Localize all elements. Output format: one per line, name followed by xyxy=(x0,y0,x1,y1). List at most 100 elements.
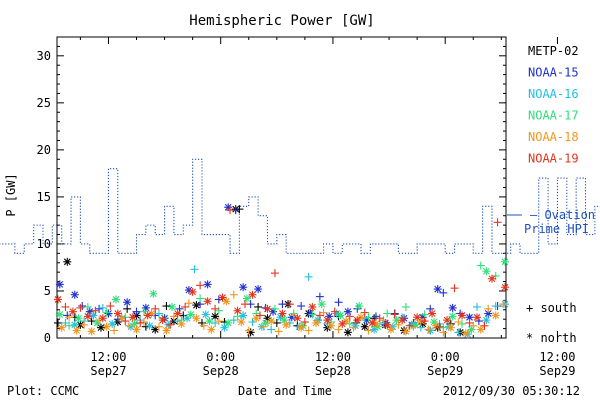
marker-d2 xyxy=(174,310,182,317)
marker-d2 xyxy=(280,316,288,324)
y-tick-label: 0 xyxy=(44,331,51,345)
point-noaa-16 xyxy=(201,310,210,319)
point-noaa-18 xyxy=(132,325,141,334)
point-noaa-16 xyxy=(89,311,98,320)
point-noaa-18 xyxy=(139,318,148,327)
point-metp-02 xyxy=(272,318,281,327)
point-noaa-16 xyxy=(491,302,500,311)
marker-d2 xyxy=(501,283,509,291)
point-noaa-18 xyxy=(491,311,500,320)
point-noaa-18 xyxy=(499,300,508,309)
marker-d2 xyxy=(221,324,228,332)
point-noaa-19 xyxy=(487,274,496,283)
point-noaa-17 xyxy=(336,311,345,320)
y-tick-label: 20 xyxy=(37,143,51,157)
marker-d2 xyxy=(466,313,473,321)
point-noaa-19 xyxy=(428,309,437,318)
marker-d2 xyxy=(353,316,361,324)
point-noaa-15 xyxy=(239,283,248,292)
marker-d2 xyxy=(462,329,470,337)
ovation-label-line1: — Ovation xyxy=(530,208,595,222)
point-metp-02 xyxy=(360,322,369,331)
marker-d2 xyxy=(168,303,176,311)
point-noaa-17 xyxy=(139,307,148,316)
point-noaa-17 xyxy=(196,294,205,303)
marker-d2 xyxy=(149,290,157,298)
y-tick-label: 15 xyxy=(37,190,51,204)
point-noaa-17 xyxy=(74,314,83,323)
point-noaa-18 xyxy=(304,326,313,335)
point-noaa-19 xyxy=(465,318,474,327)
point-noaa-19 xyxy=(323,316,332,325)
marker-d2 xyxy=(338,320,346,328)
marker-d2 xyxy=(192,314,200,322)
point-noaa-16 xyxy=(426,326,435,335)
marker-d2 xyxy=(202,311,210,318)
marker-d2 xyxy=(282,321,290,329)
marker-d2 xyxy=(178,320,185,328)
point-noaa-19 xyxy=(218,293,227,302)
point-noaa-17 xyxy=(401,302,410,311)
point-noaa-19 xyxy=(458,311,467,320)
marker-d2 xyxy=(434,285,442,293)
point-noaa-19 xyxy=(368,318,377,327)
point-noaa-17 xyxy=(102,308,111,317)
marker-legend-north: * north xyxy=(526,331,577,345)
point-metp-02 xyxy=(87,317,96,326)
point-noaa-18 xyxy=(125,321,134,330)
marker-d2 xyxy=(308,303,316,311)
point-noaa-19 xyxy=(68,307,77,316)
point-noaa-19 xyxy=(383,320,392,329)
point-noaa-15 xyxy=(78,302,87,311)
marker-d2 xyxy=(254,285,262,293)
marker-d2 xyxy=(267,317,275,325)
point-noaa-19 xyxy=(285,300,294,309)
point-noaa-19 xyxy=(226,206,235,215)
marker-d2 xyxy=(239,312,247,319)
marker-d2 xyxy=(252,314,260,322)
x-tick-label-date: Sep27 xyxy=(90,364,126,378)
footer-timestamp: 2012/09/30 05:30:12 xyxy=(443,384,580,398)
point-metp-02 xyxy=(162,302,171,311)
marker-d2 xyxy=(58,324,66,332)
point-noaa-16 xyxy=(248,318,257,327)
marker-d2 xyxy=(73,327,81,334)
point-noaa-17 xyxy=(242,294,251,303)
point-noaa-18 xyxy=(357,313,366,322)
y-tick-label: 25 xyxy=(37,96,51,110)
marker-d2 xyxy=(118,314,125,322)
marker-d2 xyxy=(428,310,436,317)
point-noaa-15 xyxy=(297,302,306,311)
point-noaa-18 xyxy=(229,290,238,299)
point-noaa-17 xyxy=(476,261,485,270)
plot-area: 05101520253012:00Sep270:00Sep2812:00Sep2… xyxy=(0,36,600,378)
point-noaa-18 xyxy=(297,323,306,332)
legend-entry: NOAA-16 xyxy=(528,87,579,101)
marker-d2 xyxy=(477,326,485,333)
point-noaa-19 xyxy=(390,310,399,319)
marker-d2 xyxy=(71,291,79,299)
point-noaa-15 xyxy=(254,285,263,294)
point-noaa-17 xyxy=(130,319,139,328)
marker-d2 xyxy=(323,316,331,324)
point-noaa-19 xyxy=(480,321,489,330)
marker-d2 xyxy=(312,319,320,327)
point-noaa-17 xyxy=(355,302,364,311)
point-noaa-15 xyxy=(70,290,79,299)
marker-d2 xyxy=(488,275,496,283)
point-noaa-18 xyxy=(349,323,358,332)
point-noaa-19 xyxy=(98,314,107,323)
point-noaa-18 xyxy=(237,318,246,327)
ovation-label-line2: Prime HPI xyxy=(524,222,589,236)
marker-d2 xyxy=(484,310,492,317)
legend-entry: NOAA-17 xyxy=(528,109,579,123)
marker-d2 xyxy=(71,321,79,329)
point-noaa-15 xyxy=(448,303,457,312)
point-noaa-15 xyxy=(214,295,223,304)
marker-d2 xyxy=(75,314,82,322)
point-noaa-19 xyxy=(61,302,70,311)
point-noaa-18 xyxy=(199,321,208,330)
point-noaa-19 xyxy=(450,284,459,293)
marker-d2 xyxy=(206,317,213,325)
point-noaa-18 xyxy=(177,319,186,328)
